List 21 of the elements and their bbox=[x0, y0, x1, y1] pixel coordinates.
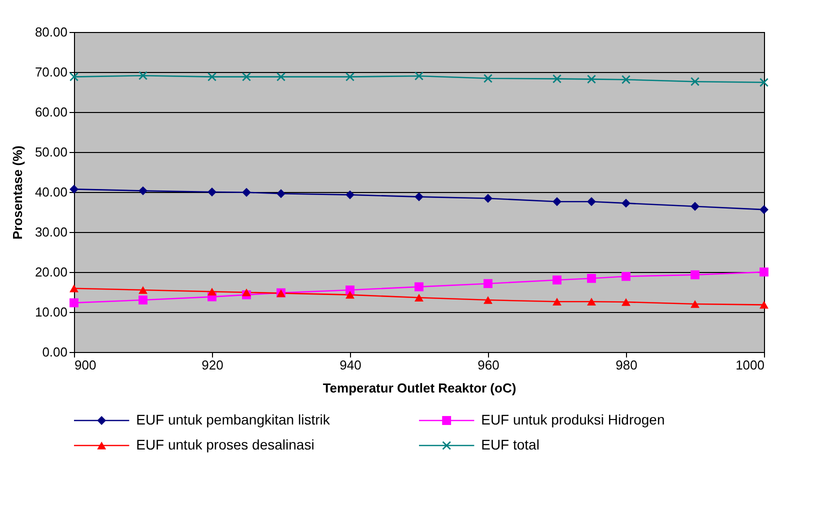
y-axis-title: Prosentase (%) bbox=[10, 146, 25, 240]
x-tick-label: 900 bbox=[74, 358, 96, 372]
y-tick-label: 10.00 bbox=[34, 304, 68, 320]
y-tick-label: 20.00 bbox=[34, 264, 68, 280]
y-tick-label: 30.00 bbox=[34, 224, 68, 240]
legend-label: EUF untuk pembangkitan listrik bbox=[136, 412, 331, 428]
x-tick-label: 940 bbox=[340, 358, 362, 372]
y-tick-label: 50.00 bbox=[34, 144, 68, 160]
x-tick-label: 960 bbox=[478, 358, 500, 372]
legend-label: EUF untuk proses desalinasi bbox=[136, 436, 314, 452]
y-tick-label: 60.00 bbox=[34, 104, 68, 120]
x-tick-label: 980 bbox=[616, 358, 638, 372]
legend-label: EUF untuk produksi Hidrogen bbox=[481, 412, 665, 428]
y-tick-label: 70.00 bbox=[34, 64, 68, 80]
legend-label: EUF total bbox=[481, 436, 540, 452]
y-tick-label: 40.00 bbox=[34, 184, 68, 200]
x-axis-title: Temperatur Outlet Reaktor (oC) bbox=[322, 380, 516, 396]
y-tick-label: 0.00 bbox=[42, 344, 68, 360]
x-tick-label: 1000 bbox=[736, 358, 764, 372]
x-tick-label: 920 bbox=[202, 358, 224, 372]
y-tick-label: 80.00 bbox=[34, 24, 68, 40]
